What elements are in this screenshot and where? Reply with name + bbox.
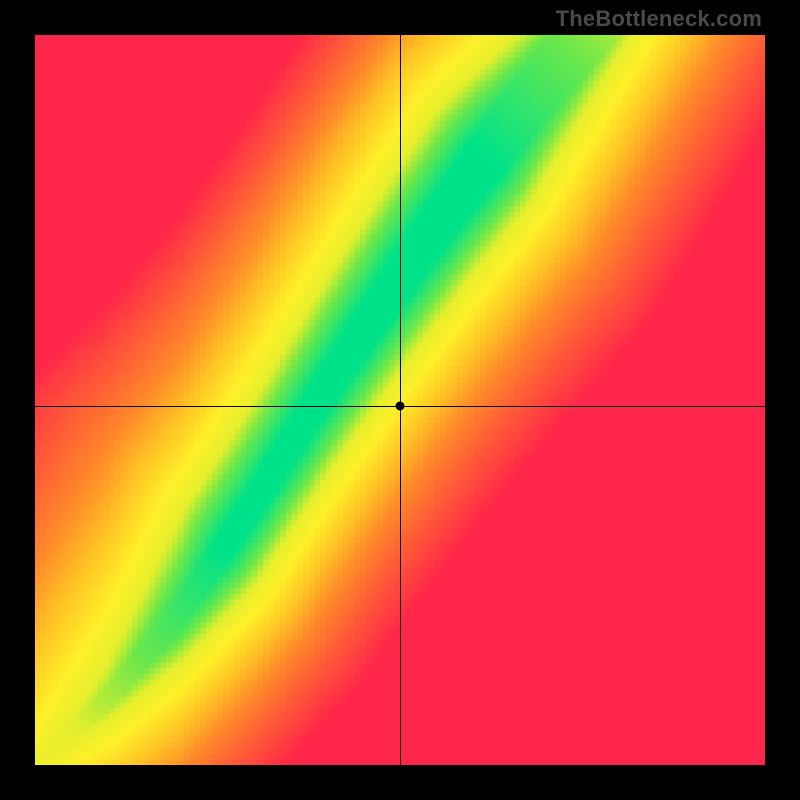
plot-area — [35, 35, 765, 765]
chart-frame: TheBottleneck.com — [0, 0, 800, 800]
crosshair-marker-dot — [396, 401, 405, 410]
crosshair-vertical — [400, 35, 401, 765]
watermark-text: TheBottleneck.com — [556, 6, 762, 32]
